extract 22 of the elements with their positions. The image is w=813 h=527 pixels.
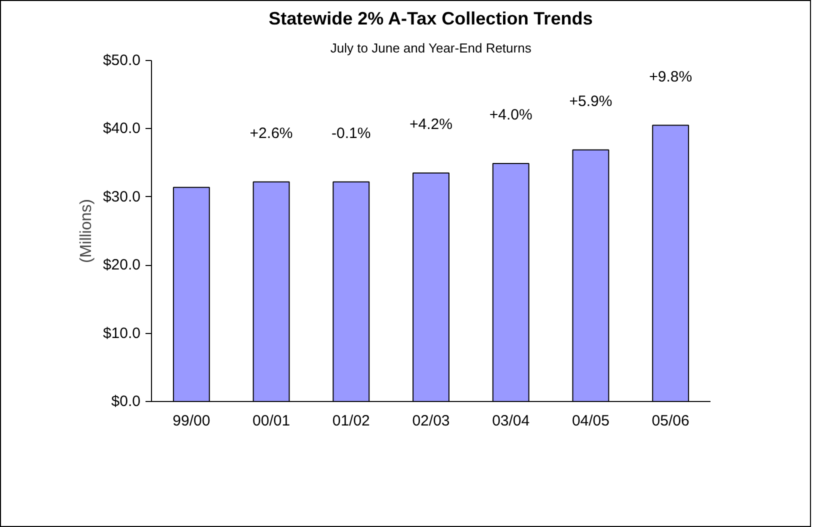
y-tick-label: $50.0: [102, 52, 141, 69]
annotation: +5.9%: [569, 92, 612, 110]
x-tick-label: 01/02: [332, 412, 370, 430]
y-tick-label: $10.0: [102, 324, 141, 342]
x-tick-label: 04/05: [572, 412, 610, 430]
x-tick-label: 05/06: [652, 412, 690, 430]
annotation: -0.1%: [332, 124, 371, 142]
x-tick-label: 02/03: [412, 412, 450, 430]
annotation: +4.0%: [489, 106, 532, 124]
y-axis-title: (Millions): [78, 199, 95, 263]
annotation: +9.8%: [649, 68, 692, 86]
chart-subtitle: July to June and Year-End Returns: [330, 40, 532, 56]
y-tick-label: $40.0: [102, 120, 141, 138]
x-tick-label: 99/00: [172, 412, 210, 430]
x-tick-label: 00/01: [252, 412, 290, 430]
y-tick-label: $20.0: [102, 256, 141, 274]
y-tick-label: $30.0: [102, 188, 141, 206]
y-tick-label: $0.0: [111, 393, 141, 410]
x-tick-label: 03/04: [492, 412, 530, 430]
annotation: +2.6%: [250, 124, 293, 142]
annotation: +4.2%: [410, 116, 452, 134]
chart-title: Statewide 2% A-Tax Collection Trends: [268, 8, 593, 28]
